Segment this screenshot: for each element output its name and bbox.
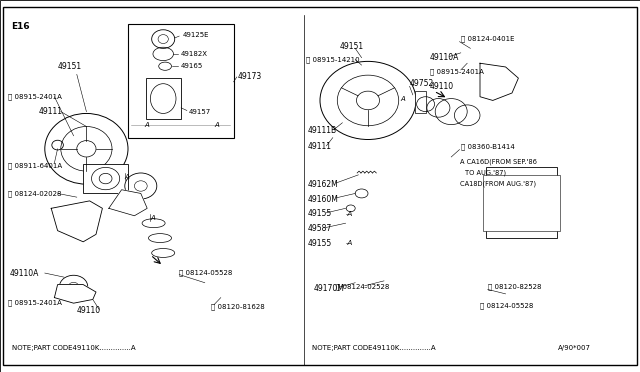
Text: 49173: 49173 [238,72,262,81]
Text: 49110: 49110 [430,82,454,91]
Text: A: A [214,122,219,128]
Bar [483,175,560,231]
Text: Ⓢ 08360-B1414: Ⓢ 08360-B1414 [461,144,515,150]
Bar [83,164,128,193]
Bar [146,78,181,119]
Text: Ⓑ 08124-05528: Ⓑ 08124-05528 [179,269,232,276]
Polygon shape [109,190,147,216]
Text: 49110A: 49110A [430,53,460,62]
Text: NOTE;PART CODE49110K..............A: NOTE;PART CODE49110K..............A [12,345,135,351]
Text: 49125E: 49125E [182,32,209,38]
Text: A/90*007: A/90*007 [558,345,591,351]
Text: A: A [150,215,155,221]
Text: 49151: 49151 [58,62,82,71]
Polygon shape [54,285,96,303]
Text: E16: E16 [12,22,30,31]
Text: A: A [400,96,404,102]
Text: TO AUG.'87): TO AUG.'87) [465,170,506,176]
Text: 49587: 49587 [307,224,332,233]
Text: NOTE;PART CODE49110K..............A: NOTE;PART CODE49110K..............A [312,345,436,351]
Text: ⓝ 08911-6401A: ⓝ 08911-6401A [8,162,62,169]
Text: CA18D(FROM AUG.'87): CA18D(FROM AUG.'87) [460,181,536,187]
Text: A: A [144,122,148,128]
Text: 49160M: 49160M [307,195,338,203]
Polygon shape [51,201,102,242]
Text: ⓥ 08915-2401A: ⓥ 08915-2401A [430,68,484,75]
Text: A CA16D(FROM SEP.'86: A CA16D(FROM SEP.'86 [460,158,536,165]
Text: 49155: 49155 [307,209,332,218]
Text: 49110: 49110 [77,306,101,315]
Text: 49110A: 49110A [10,269,39,278]
Text: 49151: 49151 [339,42,364,51]
Text: ⓥ 08915-2401A: ⓥ 08915-2401A [8,300,61,307]
Bar [415,91,426,113]
Text: 49155: 49155 [307,239,332,248]
Text: 49111: 49111 [307,142,332,151]
Bar [128,24,234,138]
Text: -A: -A [346,211,353,217]
Text: 49157: 49157 [189,109,211,115]
Text: Ⓑ 08120-82528: Ⓑ 08120-82528 [488,284,541,291]
Text: ⓥ 08915-2401A: ⓥ 08915-2401A [8,93,61,100]
Polygon shape [480,63,518,100]
Text: 49752: 49752 [410,79,434,88]
Text: Ⓑ 08124-02028: Ⓑ 08124-02028 [8,190,61,197]
Text: Ⓑ 08120-81628: Ⓑ 08120-81628 [211,304,265,310]
Text: Ⓑ 08124-02528: Ⓑ 08124-02528 [336,284,389,291]
Text: 49182X: 49182X [181,51,208,57]
Text: Ⓑ 08124-0401E: Ⓑ 08124-0401E [461,36,515,42]
Text: 49162M: 49162M [307,180,338,189]
Text: 49111B: 49111B [307,126,337,135]
Text: 49165: 49165 [181,63,204,69]
Text: 49111: 49111 [38,107,63,116]
Text: 49170M: 49170M [314,284,344,293]
Text: -A: -A [346,240,353,246]
Text: ⓥ 08915-14210: ⓥ 08915-14210 [306,56,360,63]
Text: A: A [125,174,129,180]
Bar [486,167,557,238]
Text: Ⓑ 08124-05528: Ⓑ 08124-05528 [480,302,533,309]
